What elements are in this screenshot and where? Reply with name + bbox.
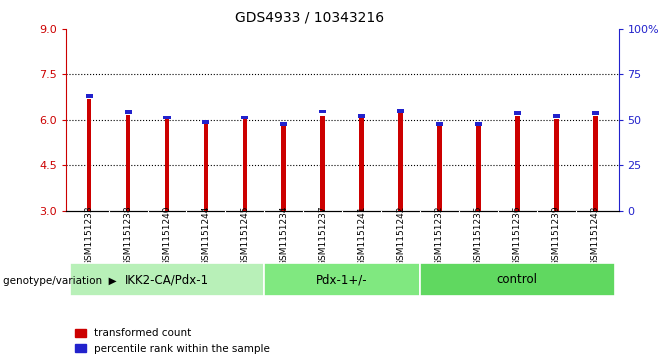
Text: GSM1151234: GSM1151234 [279, 206, 288, 266]
Bar [553, 114, 560, 118]
Bar [203, 121, 209, 124]
Text: GSM1151236: GSM1151236 [513, 205, 522, 266]
Text: GSM1151232: GSM1151232 [435, 206, 444, 266]
Text: GSM1151238: GSM1151238 [124, 205, 132, 266]
FancyBboxPatch shape [265, 263, 420, 296]
Bar [320, 116, 325, 211]
Bar [398, 113, 403, 211]
Bar [397, 109, 404, 113]
FancyBboxPatch shape [420, 263, 615, 296]
Bar [358, 114, 365, 118]
Bar [126, 115, 130, 211]
Text: control: control [497, 273, 538, 286]
Text: GSM1151243: GSM1151243 [591, 206, 599, 266]
Text: GSM1151241: GSM1151241 [357, 206, 366, 266]
Legend: transformed count, percentile rank within the sample: transformed count, percentile rank withi… [71, 324, 274, 358]
Bar [203, 125, 209, 211]
Bar [319, 110, 326, 113]
Bar [476, 126, 481, 211]
Bar [437, 126, 442, 211]
Text: GSM1151245: GSM1151245 [240, 206, 249, 266]
Text: GSM1151242: GSM1151242 [396, 206, 405, 266]
Bar [164, 119, 169, 211]
Bar [436, 122, 443, 126]
Bar [554, 119, 559, 211]
Bar [86, 94, 93, 98]
Bar [163, 116, 170, 119]
Bar [515, 116, 520, 211]
Text: GSM1151237: GSM1151237 [318, 205, 327, 266]
Bar [593, 116, 597, 211]
Text: Pdx-1+/-: Pdx-1+/- [316, 273, 368, 286]
FancyBboxPatch shape [70, 263, 265, 296]
Text: GSM1151235: GSM1151235 [474, 205, 483, 266]
Bar [475, 122, 482, 126]
Text: GDS4933 / 10343216: GDS4933 / 10343216 [235, 11, 384, 25]
Bar [241, 116, 248, 119]
Text: GSM1151239: GSM1151239 [552, 205, 561, 266]
Text: GSM1151240: GSM1151240 [163, 206, 172, 266]
Text: IKK2-CA/Pdx-1: IKK2-CA/Pdx-1 [125, 273, 209, 286]
Bar [280, 122, 288, 126]
Bar [514, 111, 521, 115]
Bar [243, 119, 247, 211]
Text: GSM1151233: GSM1151233 [85, 205, 93, 266]
Bar [359, 118, 364, 211]
Text: genotype/variation  ▶: genotype/variation ▶ [3, 276, 117, 286]
Bar [87, 99, 91, 211]
Bar [592, 111, 599, 115]
Bar [124, 110, 132, 114]
Text: GSM1151244: GSM1151244 [201, 206, 211, 266]
Bar [282, 126, 286, 211]
